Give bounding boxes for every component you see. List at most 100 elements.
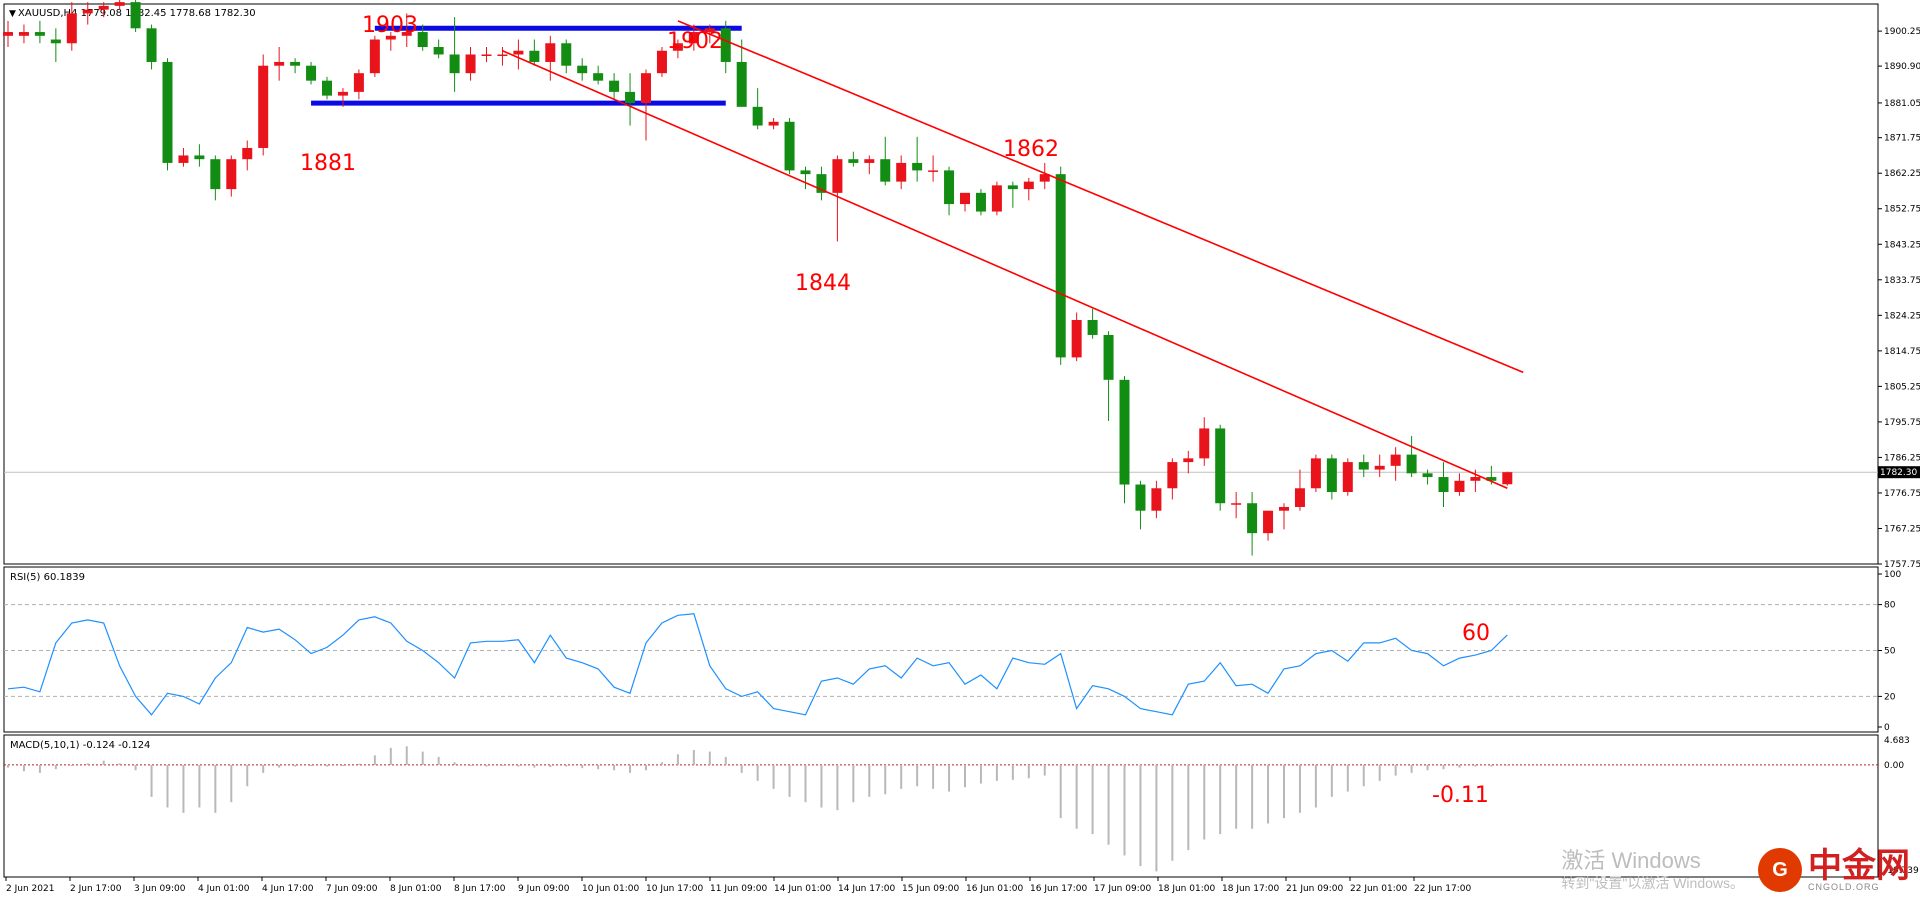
candle — [401, 13, 412, 48]
candle — [832, 155, 843, 242]
candle-body — [1486, 477, 1497, 481]
candle — [593, 65, 604, 85]
candle — [1342, 458, 1353, 496]
candle — [385, 32, 396, 51]
candle-body — [1374, 465, 1385, 470]
candle — [1310, 454, 1321, 493]
candle — [529, 39, 540, 66]
current-price-label: 1782.30 — [1880, 468, 1917, 478]
candle — [960, 192, 970, 212]
candle-body — [1279, 506, 1289, 511]
candle-body — [1023, 181, 1034, 190]
candle-body — [561, 43, 572, 66]
candle-body — [1470, 477, 1481, 481]
candle-body — [1454, 480, 1465, 493]
candle-body — [1167, 462, 1178, 489]
candle-body — [752, 106, 763, 126]
candle — [306, 61, 317, 85]
candle-body — [242, 147, 253, 160]
time-axis-label: 9 Jun 09:00 — [518, 884, 570, 894]
candle — [1167, 458, 1178, 500]
price-axis-label: 1767.25 — [1884, 524, 1920, 534]
channel-lines[interactable] — [502, 20, 1524, 490]
candle — [337, 88, 348, 107]
candle-body — [1103, 334, 1114, 380]
rsi-header: RSI(5) 60.1839 — [10, 572, 85, 583]
cngold-logo-sub: CNGOLD.ORG — [1808, 881, 1880, 892]
candle — [1103, 331, 1114, 421]
macd-pane[interactable] — [3, 734, 1879, 878]
candle-body — [991, 185, 1002, 212]
candle-body — [625, 91, 636, 104]
header-dropdown-icon[interactable]: ▼ — [9, 9, 16, 19]
candle — [513, 39, 524, 70]
candle — [497, 47, 508, 66]
annotation-1902: 1902 — [667, 29, 723, 54]
candle — [274, 47, 285, 81]
candle-body — [306, 65, 317, 81]
candle-body — [3, 32, 13, 36]
candle-body — [290, 61, 301, 66]
rsi-pane[interactable] — [3, 566, 1879, 733]
time-axis-label: 14 Jun 01:00 — [774, 884, 831, 894]
candle-body — [1183, 458, 1194, 463]
candle-body — [18, 32, 29, 36]
candle — [752, 88, 763, 130]
time-axis-label: 4 Jun 01:00 — [198, 884, 250, 894]
candle — [210, 155, 221, 201]
candle-body — [1215, 428, 1226, 504]
candle-body — [880, 159, 891, 182]
candle — [1231, 492, 1242, 519]
axes: 1900.25 1890.90 1881.05 1871.75 1862.25 1852.… — [5, 27, 1920, 894]
price-axis-label: 1871.75 — [1884, 134, 1920, 144]
candle — [736, 39, 747, 107]
candles — [3, 0, 1513, 556]
candle — [625, 73, 636, 126]
candle-body — [736, 61, 747, 107]
channel-line — [677, 20, 1524, 374]
candle-body — [50, 39, 61, 44]
time-axis-label: 2 Jun 2021 — [6, 884, 54, 894]
candle — [768, 118, 779, 130]
candle — [880, 136, 891, 186]
candle-body — [1055, 174, 1066, 358]
candle — [545, 35, 556, 81]
time-axis-label: 14 Jun 17:00 — [838, 884, 895, 894]
candle — [912, 136, 923, 182]
candle-body — [162, 61, 173, 163]
candle — [800, 166, 811, 190]
time-axis-label: 18 Jun 01:00 — [1158, 884, 1215, 894]
rsi-line — [7, 613, 1508, 716]
candle — [1151, 480, 1162, 519]
candle — [641, 69, 651, 141]
candle — [928, 155, 939, 182]
candle-body — [864, 159, 875, 163]
candle-body — [784, 121, 795, 171]
candle-body — [545, 43, 556, 62]
candle-body — [178, 155, 189, 163]
time-axis-label: 3 Jun 09:00 — [134, 884, 186, 894]
candle-body — [912, 162, 923, 171]
candle — [1502, 471, 1513, 486]
price-axis-label: 1795.75 — [1884, 418, 1920, 428]
candle-body — [401, 32, 412, 36]
macd-axis-label: 0.00 — [1884, 761, 1904, 771]
candle-body — [1390, 454, 1401, 466]
candle — [848, 151, 859, 167]
candle — [609, 73, 620, 100]
candle — [1470, 469, 1481, 493]
candle-body — [146, 28, 157, 62]
candle — [290, 58, 301, 74]
candle — [1183, 450, 1194, 474]
candle — [1294, 469, 1305, 511]
price-axis-label: 1862.25 — [1884, 169, 1920, 179]
range-lines[interactable] — [311, 25, 742, 106]
candle-body — [896, 162, 907, 182]
candle — [130, 0, 141, 33]
annotation-1903: 1903 — [362, 13, 418, 38]
main-pane[interactable] — [3, 3, 1879, 565]
candle-body — [226, 159, 237, 190]
candle-body — [114, 2, 125, 6]
candle — [1247, 492, 1258, 556]
